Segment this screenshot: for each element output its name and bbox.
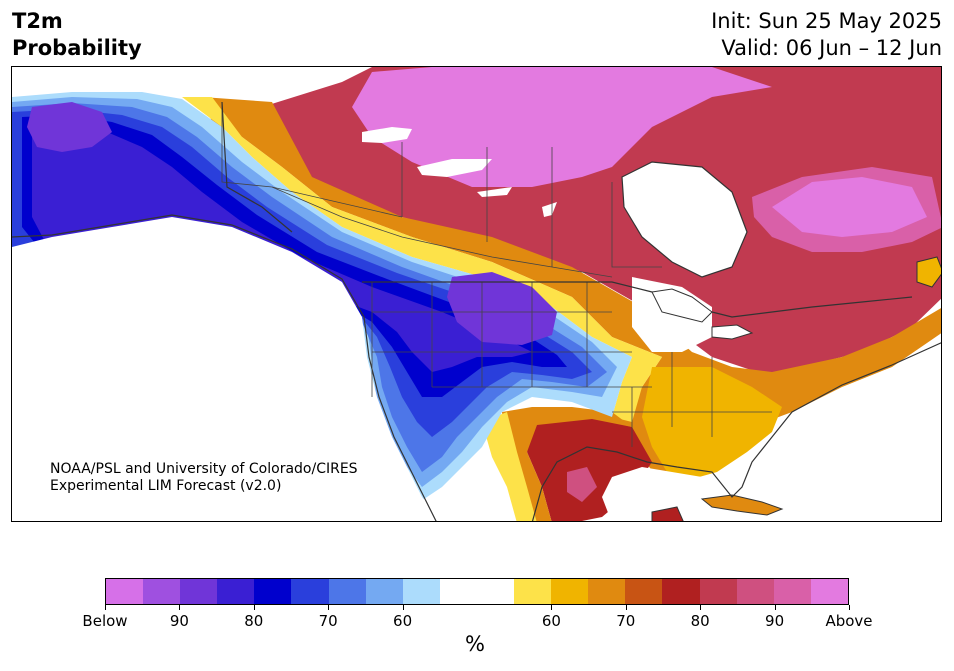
coastline [12,214,437,521]
contour-below-violet [447,272,557,345]
contour-east-high [772,177,927,237]
atlantic-ocean-mask [733,348,941,521]
credit-text: NOAA/PSL and University of Colorado/CIRE… [50,461,358,495]
contour-alaska-violet [27,102,112,152]
colorbar-tick-mark [179,605,181,610]
colorbar-tick-mark [774,605,776,610]
alaska-border [221,101,293,233]
colorbar-cell [291,579,329,604]
contour-mexico-orange [502,407,632,521]
init-date: Init: Sun 25 May 2025 [711,9,942,33]
colorbar-tick-label: 60 [393,612,413,630]
colorbar-unit: % [465,632,485,656]
colorbar-cell [180,579,218,604]
colorbar-tick-mark [105,605,106,610]
colorbar-tick-mark [551,605,553,610]
colorbar-cell [662,579,700,604]
colorbar-cell [143,579,181,604]
gulf-ocean-mask [602,467,717,521]
colorbar-tick-mark [700,605,702,610]
colorbar-cell [217,579,255,604]
colorbar-tick-mark [849,605,850,610]
colorbar-tick-label: 90 [169,612,189,630]
newfoundland-island [916,256,941,288]
colorbar-cell [551,579,589,604]
map-title: T2m Probability [12,8,142,62]
colorbar-cell [254,579,292,604]
neutral-arctic-ice-1 [362,127,412,143]
subtitle-label: Probability [12,36,142,60]
contour-arctic-high [352,67,772,187]
contour-texas-pink [567,467,597,502]
colorbar-cell [402,579,440,604]
colorbar-cell [365,579,403,604]
contour-above-yellow-band [182,97,662,422]
colorbar-cell [625,579,663,604]
neutral-arctic-ice-4 [542,202,557,217]
colorbar-tick-label: Below [82,612,128,630]
colorbar-tick-label: 80 [244,612,264,630]
neutral-arctic-ice-3 [477,187,512,197]
colorbar-tick-label: 90 [765,612,785,630]
colorbar-cell [588,579,626,604]
colorbar-cell [106,579,144,604]
credit-line-2: Experimental LIM Forecast (v2.0) [50,478,282,494]
colorbar-tick-label: Above [825,612,873,630]
colorbar-tick-mark [328,605,330,610]
colorbar-cell [810,579,848,604]
colorbar-tick-label: 60 [541,612,561,630]
state-boundaries [221,102,772,447]
colorbar-tick-label: 70 [318,612,338,630]
colorbar-tick-mark [253,605,255,610]
colorbar-cell [476,579,515,604]
colorbar-tick-label: 70 [616,612,636,630]
valid-range: Valid: 06 Jun – 12 Jun [721,36,942,60]
colorbar-cell [773,579,811,604]
contour-mexico-yellow [482,412,537,521]
colorbar-cell [514,579,552,604]
colorbar-cell [328,579,366,604]
neutral-arctic-ice-2 [417,159,492,177]
pacific-ocean-mask [12,217,441,521]
colorbar-cell [736,579,774,604]
yucatan [651,506,684,521]
colorbar-tick-mark [402,605,404,610]
variable-label: T2m [12,9,63,33]
canada-us-border [362,281,913,318]
probability-map [12,67,941,521]
colorbar-cell [699,579,737,604]
contour-above-orange-band [202,97,941,482]
colorbar-tick-mark [625,605,627,610]
colorbar [105,578,849,605]
colorbar-tick-label: 80 [690,612,710,630]
date-info: Init: Sun 25 May 2025 Valid: 06 Jun – 12… [711,8,942,62]
cuba-island [700,494,784,516]
great-lakes [651,288,754,340]
credit-line-1: NOAA/PSL and University of Colorado/CIRE… [50,461,358,477]
gulf-coastline [531,342,941,521]
colorbar-cell [439,579,477,604]
map-panel: NOAA/PSL and University of Colorado/CIRE… [11,66,942,522]
hudson-bay-water [621,161,748,278]
